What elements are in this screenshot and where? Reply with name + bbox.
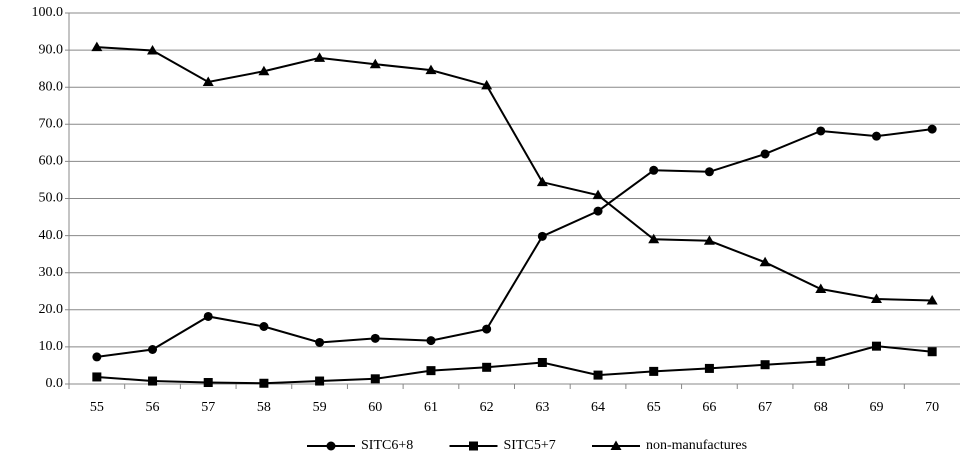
marker [536, 176, 548, 187]
y-tick-label: 30.0 [39, 265, 64, 280]
marker [816, 356, 826, 366]
y-tick-label: 0.0 [46, 376, 64, 391]
marker [202, 76, 214, 87]
series-line [96, 46, 933, 302]
x-tick-label: 62 [480, 400, 494, 415]
marker [148, 344, 158, 354]
y-tick-label: 20.0 [39, 302, 64, 317]
marker [370, 333, 380, 343]
marker [91, 41, 103, 52]
marker [704, 167, 714, 177]
marker [759, 256, 771, 267]
marker [258, 65, 270, 76]
x-tick-label: 55 [90, 400, 104, 415]
marker [426, 336, 436, 346]
marker [482, 324, 492, 334]
y-tick-label: 80.0 [39, 79, 64, 94]
marker [482, 362, 492, 372]
marker [370, 374, 380, 384]
x-tick-label: 64 [591, 400, 605, 415]
marker [259, 378, 269, 388]
legend-label: SITC5+7 [504, 438, 556, 453]
y-tick-label: 40.0 [39, 228, 64, 243]
marker [92, 372, 102, 382]
x-tick-label: 70 [925, 400, 939, 415]
marker [871, 341, 881, 351]
marker [593, 206, 603, 216]
x-tick-label: 65 [647, 400, 661, 415]
marker [469, 441, 478, 451]
marker [703, 235, 715, 245]
marker [425, 64, 437, 75]
marker [203, 311, 213, 321]
marker [203, 378, 213, 388]
series-line [96, 345, 933, 385]
x-tick-label: 59 [313, 400, 327, 415]
x-tick-label: 61 [424, 400, 438, 415]
marker [315, 376, 325, 386]
y-tick-label: 70.0 [39, 117, 64, 132]
marker [369, 58, 381, 69]
y-tick-label: 100.0 [32, 5, 64, 20]
marker [610, 440, 622, 450]
marker [927, 347, 937, 357]
marker [815, 283, 827, 294]
marker [649, 366, 659, 376]
marker [870, 293, 882, 304]
marker [92, 352, 102, 362]
marker [481, 79, 493, 90]
x-tick-label: 56 [146, 400, 160, 415]
y-tick-label: 10.0 [39, 339, 64, 354]
marker [537, 357, 547, 367]
marker [871, 131, 881, 141]
x-tick-label: 67 [758, 400, 772, 415]
y-tick-label: 50.0 [39, 191, 64, 206]
x-tick-label: 68 [814, 400, 828, 415]
marker [593, 370, 603, 380]
marker [760, 360, 770, 370]
legend-label: SITC6+8 [361, 438, 413, 453]
marker [314, 52, 326, 62]
marker [147, 44, 159, 55]
marker [760, 149, 770, 159]
y-tick-label: 90.0 [39, 42, 64, 57]
legend-label: non-manufactures [646, 438, 747, 453]
marker [326, 441, 336, 451]
marker [537, 231, 547, 241]
x-tick-label: 66 [702, 400, 716, 415]
marker [592, 189, 604, 200]
marker [148, 376, 158, 386]
x-tick-label: 63 [535, 400, 549, 415]
x-tick-label: 69 [869, 400, 883, 415]
x-tick-label: 58 [257, 400, 271, 415]
marker [927, 124, 937, 134]
series-line [96, 128, 933, 358]
y-tick-label: 60.0 [39, 154, 64, 169]
marker [426, 366, 436, 376]
marker [926, 295, 938, 305]
marker [649, 165, 659, 175]
marker [315, 337, 325, 347]
marker [648, 233, 660, 244]
x-tick-label: 60 [368, 400, 382, 415]
marker [816, 126, 826, 136]
marker [259, 321, 269, 331]
x-tick-label: 57 [201, 400, 215, 415]
marker [704, 363, 714, 373]
